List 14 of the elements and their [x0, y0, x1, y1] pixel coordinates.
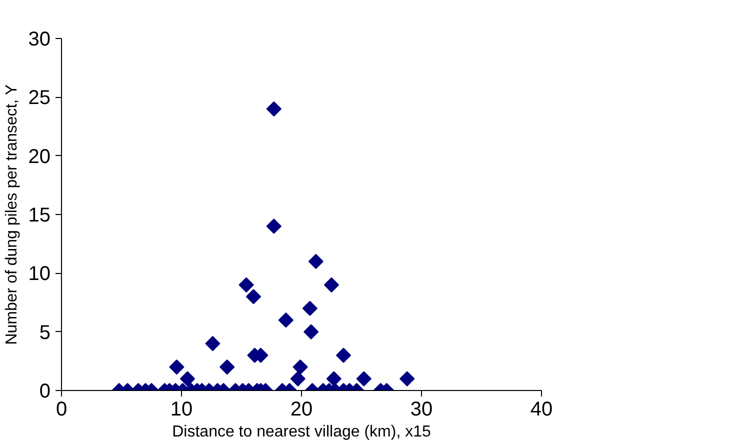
x-tick-label: 10	[170, 398, 193, 420]
x-tick-label: 30	[410, 398, 433, 420]
y-tick-label: 0	[39, 380, 50, 402]
y-axis-title: Number of dung piles per transect, Y	[3, 84, 20, 345]
x-tick-label: 0	[56, 398, 68, 420]
x-tick-label: 40	[530, 398, 553, 420]
y-tick-label: 25	[28, 87, 51, 110]
y-tick-label: 5	[39, 322, 50, 344]
y-tick-label: 30	[28, 28, 51, 50]
x-axis-title: Distance to nearest village (km), x15	[172, 424, 431, 440]
y-tick-label: 15	[28, 204, 51, 226]
y-tick-label: 10	[28, 263, 51, 286]
x-tick-label: 20	[290, 398, 313, 420]
y-tick-label: 20	[28, 146, 51, 168]
